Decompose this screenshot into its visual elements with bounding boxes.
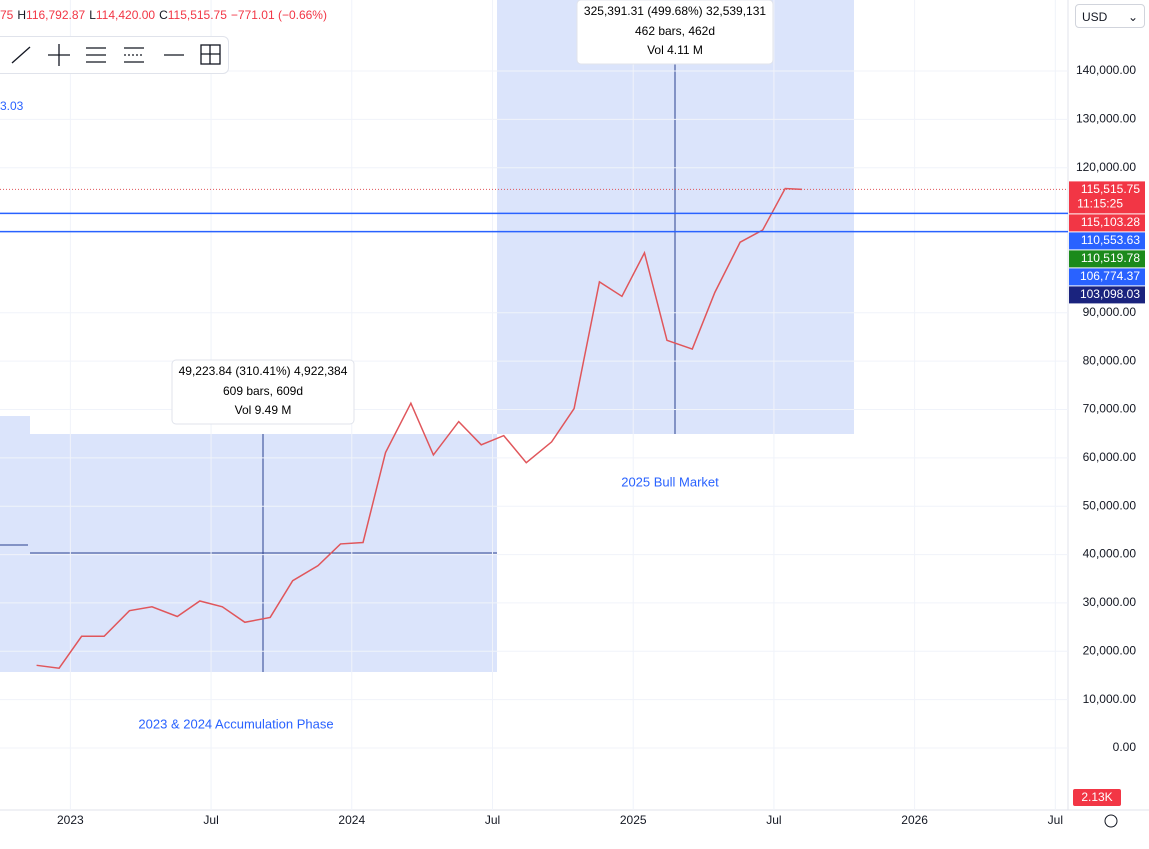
y-tick-label: 70,000.00 xyxy=(1083,402,1137,416)
y-tick-label: 0.00 xyxy=(1113,740,1137,754)
phase-label: 2025 Bull Market xyxy=(621,474,719,489)
x-tick-label: Jul xyxy=(203,813,218,827)
price-label: 115,103.28 xyxy=(1081,215,1140,229)
phase-label: 2023 & 2024 Accumulation Phase xyxy=(138,716,333,731)
ohlc: 75 H116,792.87 L114,420.00 C115,515.75 −771.… xyxy=(0,8,327,22)
y-tick-label: 120,000.00 xyxy=(1076,160,1136,174)
price-badge xyxy=(1069,181,1145,214)
price-label: 110,519.78 xyxy=(1081,251,1140,265)
x-tick-label: Jul xyxy=(766,813,781,827)
y-tick-label: 60,000.00 xyxy=(1083,450,1137,464)
price-badge xyxy=(1069,286,1145,304)
y-tick-label: 10,000.00 xyxy=(1083,692,1137,706)
price-badge xyxy=(1069,232,1145,250)
x-tick-label: Jul xyxy=(485,813,500,827)
measure-text: 462 bars, 462d xyxy=(635,24,715,38)
measure-text: 49,223.84 (310.41%) 4,922,384 xyxy=(179,364,348,378)
volume-badge xyxy=(1073,789,1121,806)
y-tick-label: 50,000.00 xyxy=(1083,498,1137,512)
measure-text: Vol 4.11 M xyxy=(647,43,703,57)
measure-box xyxy=(0,416,30,434)
y-tick-label: 20,000.00 xyxy=(1083,643,1137,657)
x-tick-label: 2025 xyxy=(620,813,647,827)
x-tick-label: 2024 xyxy=(338,813,365,827)
x-tick-label: Jul xyxy=(1048,813,1063,827)
price-badge xyxy=(1069,268,1145,286)
side-value: 3.03 xyxy=(0,99,24,113)
toolbar-icons xyxy=(11,44,221,66)
price-label: 106,774.37 xyxy=(1080,269,1140,283)
price-badge xyxy=(1069,250,1145,268)
settings-icon[interactable] xyxy=(1104,814,1118,828)
price-label: 115,515.75 xyxy=(1081,182,1140,196)
y-tick-label: 130,000.00 xyxy=(1076,112,1136,126)
x-tick-label: 2023 xyxy=(57,813,84,827)
measure-text: Vol 9.49 M xyxy=(235,403,292,417)
volume-label: 2.13K xyxy=(1081,790,1112,804)
y-tick-label: 80,000.00 xyxy=(1083,353,1137,367)
price-label: 110,553.63 xyxy=(1081,233,1140,247)
measure-tooltip xyxy=(171,359,355,425)
dropdown-caret: ⌄ xyxy=(1127,10,1138,24)
currency: USD xyxy=(1082,10,1108,24)
y-tick-label: 90,000.00 xyxy=(1083,305,1137,319)
measure-text: 325,391.31 (499.68%) 32,539,131 xyxy=(584,4,766,18)
measure-text: 609 bars, 609d xyxy=(223,384,303,398)
y-tick-label: 140,000.00 xyxy=(1076,63,1136,77)
price-line xyxy=(36,187,803,670)
y-tick-label: 40,000.00 xyxy=(1083,547,1137,561)
price-label: 103,098.03 xyxy=(1080,287,1140,301)
x-tick-label: 2026 xyxy=(901,813,928,827)
y-tick-label: 30,000.00 xyxy=(1083,595,1137,609)
drawing-toolbar xyxy=(0,36,229,74)
price-countdown: 11:15:25 xyxy=(1077,197,1123,211)
measure-tooltip xyxy=(576,0,774,65)
currency-select[interactable]: USD ⌄ xyxy=(1075,4,1145,28)
price-badge xyxy=(1069,214,1145,232)
